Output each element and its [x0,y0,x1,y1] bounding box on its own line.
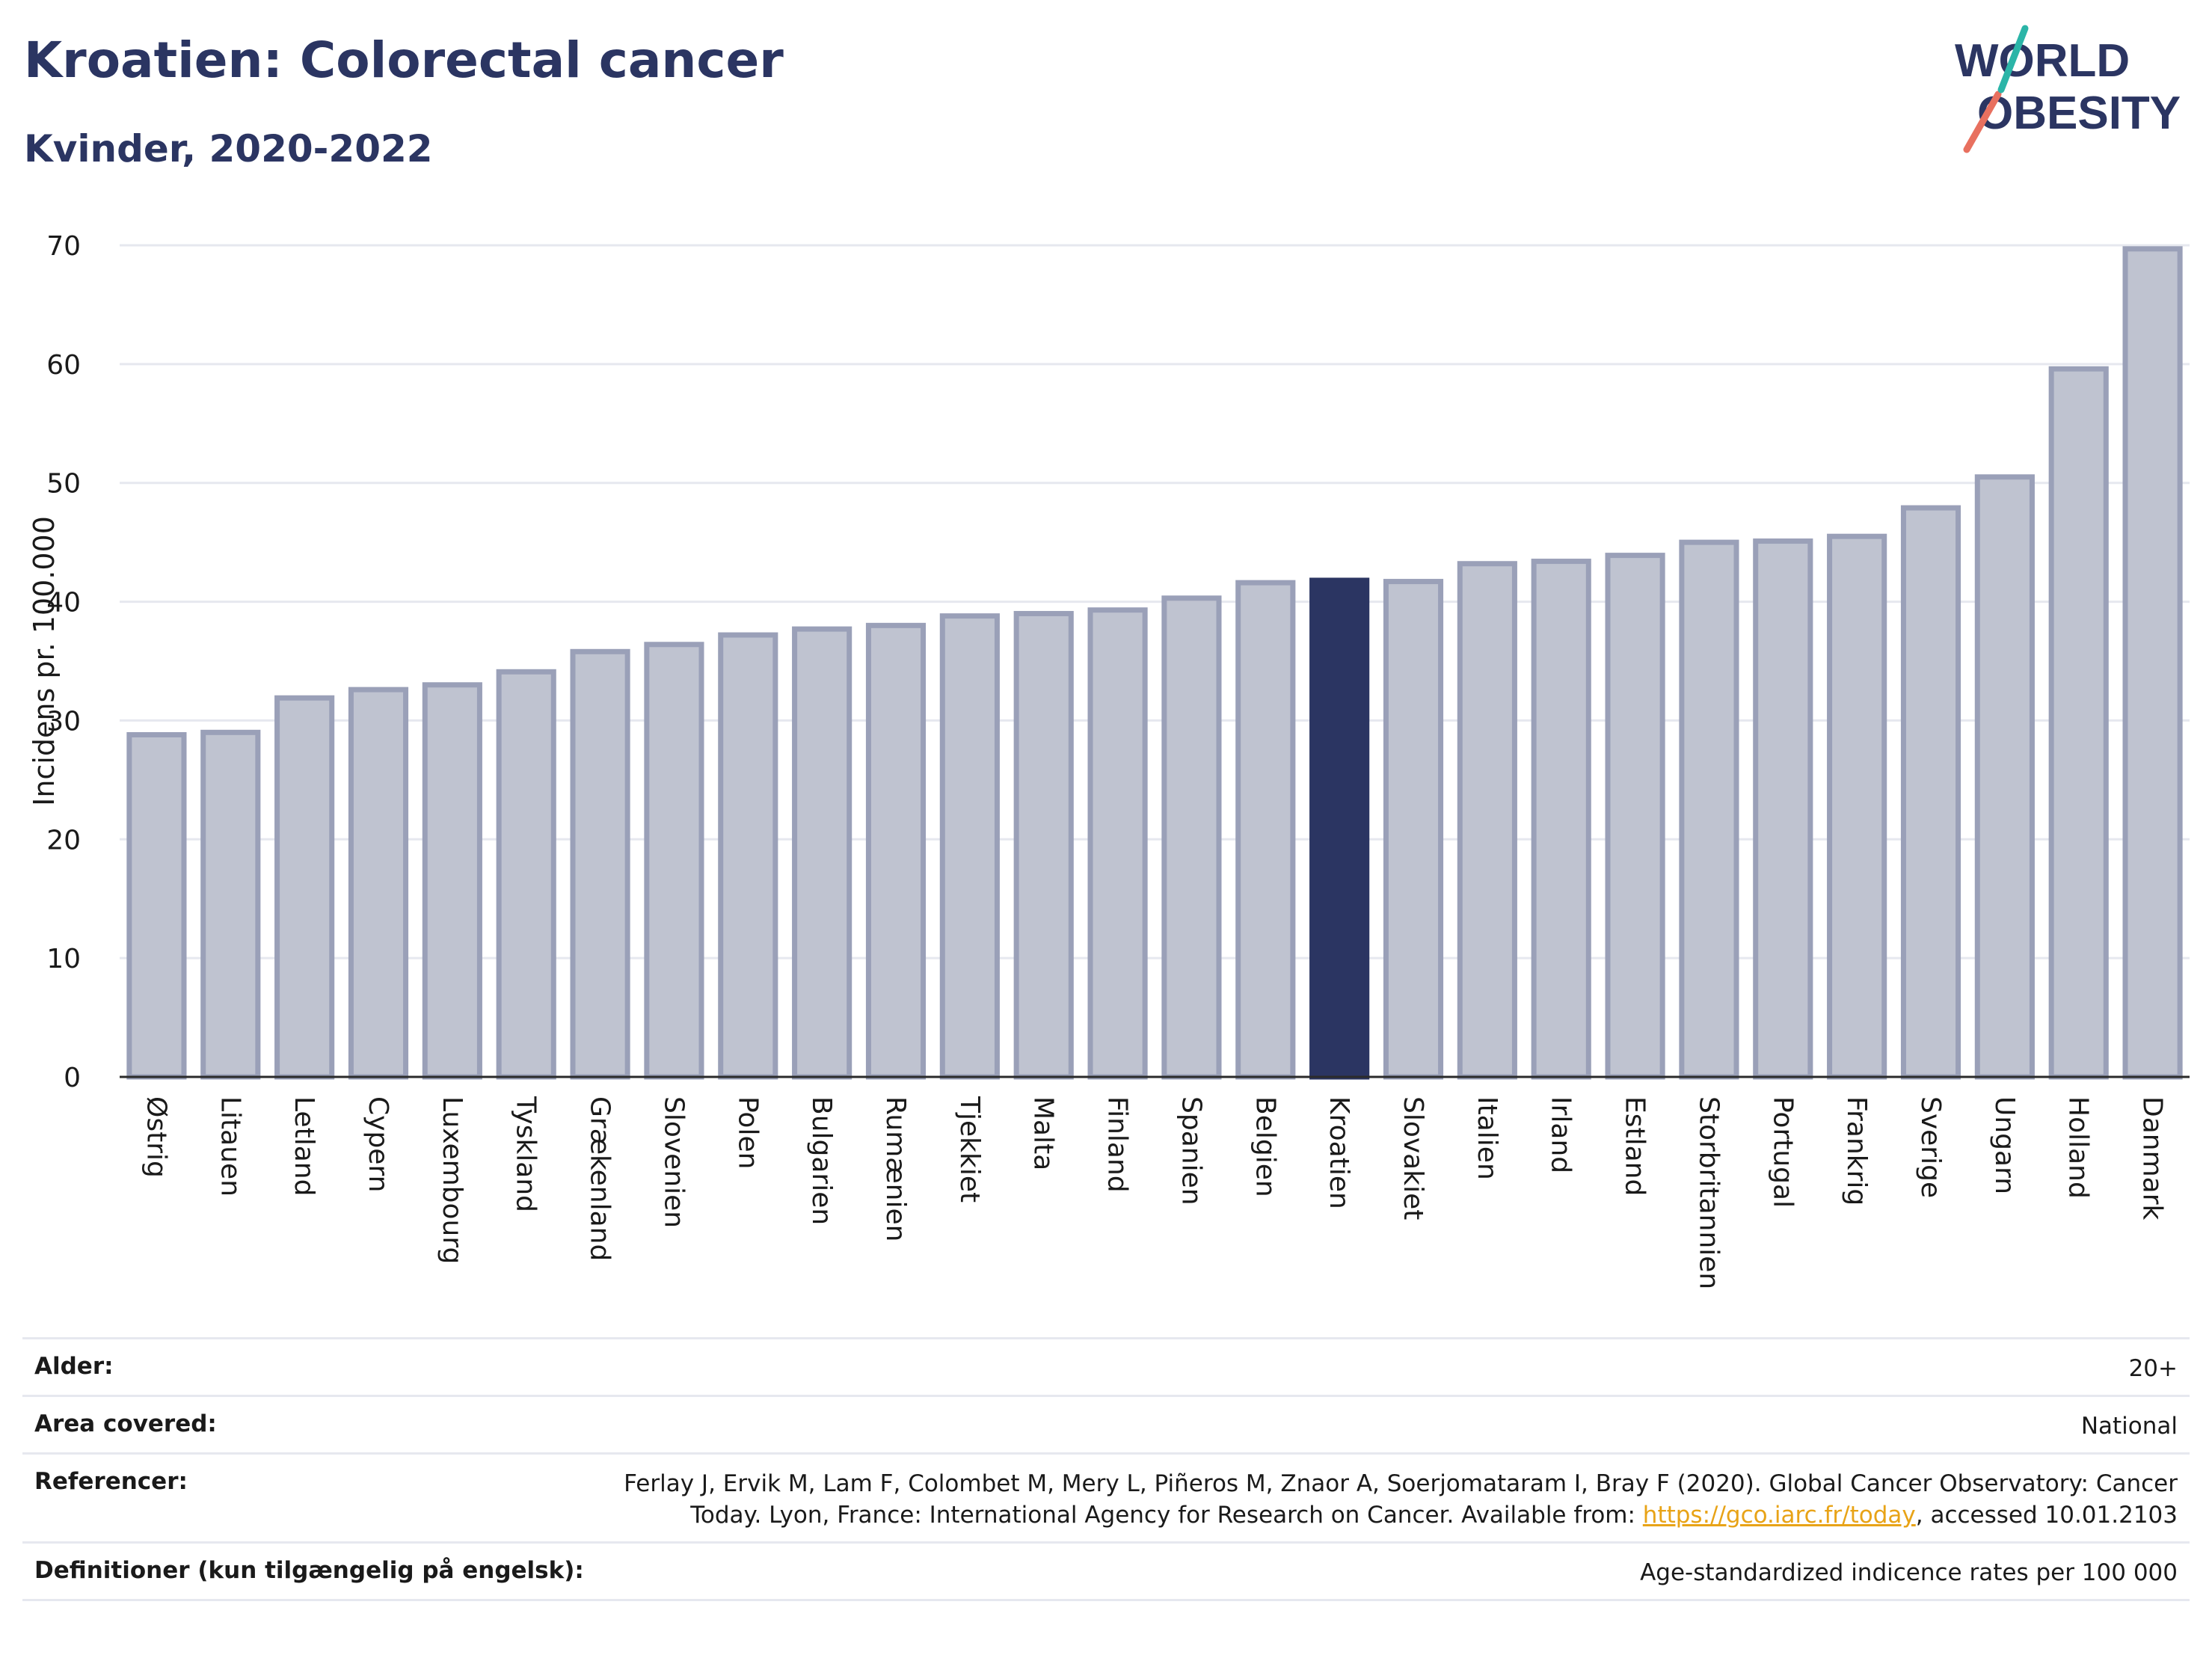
references-row: Referencer: Ferlay J, Ervik M, Lam F, Co… [22,1452,2190,1541]
x-tick-label: Spanien [1176,1096,1206,1206]
bar [570,648,630,1080]
bar [1605,553,1665,1080]
chart-subtitle: Kvinder, 2020-2022 [24,127,433,171]
y-tick-label: 10 [46,944,81,974]
references-label: Referencer: [34,1468,188,1495]
x-tick-label: Holland [2063,1096,2094,1199]
references-line2a: Today. Lyon, France: International Agenc… [690,1502,1643,1529]
world-obesity-logo: WORLD OBESITY [1955,25,2181,153]
area-value: National [2080,1413,2178,1440]
bar-chart: 0 10 20 30 40 50 60 70 Incidens pr. 100.000 Østri… [28,231,2190,1289]
x-tick-label: Ungarn [1989,1096,2020,1194]
bar [422,682,482,1080]
bar [1235,580,1296,1080]
x-tick-label: Malta [1028,1096,1059,1170]
x-tick-label: Polen [732,1096,763,1169]
x-tick-label: Estland [1620,1096,1650,1196]
references-line1: Ferlay J, Ervik M, Lam F, Colombet M, Me… [624,1470,2178,1497]
x-tick-label: Belgien [1250,1096,1280,1197]
bar [274,695,335,1080]
bar [126,731,187,1080]
bar [1753,538,1813,1080]
y-tick-label: 30 [46,706,81,737]
bar [1457,561,1517,1080]
y-tick-label: 70 [46,231,81,262]
x-tick-label: Bulgarien [806,1096,837,1225]
references-link[interactable]: https://gco.iarc.fr/today [1642,1502,1916,1529]
age-row: Alder: 20+ [22,1337,2190,1395]
info-table: Alder: 20+ Area covered: National Refere… [22,1337,2190,1601]
x-tick-label: Irland [1546,1096,1576,1173]
references-value: Ferlay J, Ervik M, Lam F, Colombet M, Me… [624,1468,2178,1531]
x-tick-label: Tjekkiet [954,1096,985,1203]
age-label: Alder: [34,1353,114,1380]
definitions-label: Definitioner (kun tilgængelig på engelsk… [34,1557,584,1584]
bar [1013,610,1074,1080]
area-row: Area covered: National [22,1395,2190,1452]
bar [2122,246,2183,1080]
y-tick-label: 0 [64,1063,81,1093]
x-tick-label: Portugal [1767,1096,1798,1208]
x-tick-label: Sverige [1915,1096,1946,1198]
x-tick-label: Finland [1102,1096,1133,1193]
definitions-row: Definitioner (kun tilgængelig på engelsk… [22,1541,2190,1601]
x-tick-label: Letland [289,1096,319,1196]
x-tick-label: Storbritannien [1693,1096,1724,1289]
x-tick-label: Østrig [141,1096,171,1178]
bar [1087,607,1148,1080]
x-tick-label: Danmark [2137,1096,2168,1220]
x-tick-label: Luxembourg [437,1096,467,1264]
x-tick-label: Cypern [363,1096,393,1192]
references-line2b: , accessed 10.01.2103 [1915,1502,2178,1529]
bar [496,669,556,1080]
x-tick-label: Tyskland [511,1096,541,1212]
x-tick-label: Frankrig [1841,1096,1872,1206]
bar [200,729,261,1080]
x-tick-label: Slovenien [658,1096,689,1228]
x-tick-label: Italien [1472,1096,1502,1180]
bar [1827,533,1887,1080]
y-tick-label: 60 [46,350,81,381]
bar [939,613,1000,1080]
bar [1161,595,1222,1080]
bar [1531,559,1591,1080]
x-tick-label: Kroatien [1324,1096,1354,1209]
x-tick-label: Litauen [215,1096,245,1197]
y-tick-label: 40 [46,588,81,618]
bar [718,632,778,1080]
area-label: Area covered: [34,1410,217,1437]
bar [644,642,704,1080]
bar [1974,474,2035,1080]
bar [348,687,409,1080]
bar [1900,505,1961,1080]
svg-text:OBESITY: OBESITY [1977,87,2181,139]
bar [1679,539,1739,1080]
bar [792,626,852,1080]
y-axis-label: Incidens pr. 100.000 [28,516,61,806]
bar [865,622,927,1080]
bar [1383,579,1444,1080]
bar [1309,577,1370,1080]
x-tick-label: Slovakiet [1398,1096,1428,1220]
y-tick-label: 20 [46,825,81,856]
x-tick-label: Rumænien [880,1096,911,1241]
bar [2048,366,2109,1080]
x-tick-label: Grækenland [585,1096,615,1261]
y-tick-label: 50 [46,469,81,500]
definitions-value: Age-standardized indicence rates per 100… [1640,1559,2178,1586]
svg-text:WORLD: WORLD [1955,35,2130,87]
chart-title: Kroatien: Colorectal cancer [24,31,784,89]
age-value: 20+ [2128,1355,2178,1382]
